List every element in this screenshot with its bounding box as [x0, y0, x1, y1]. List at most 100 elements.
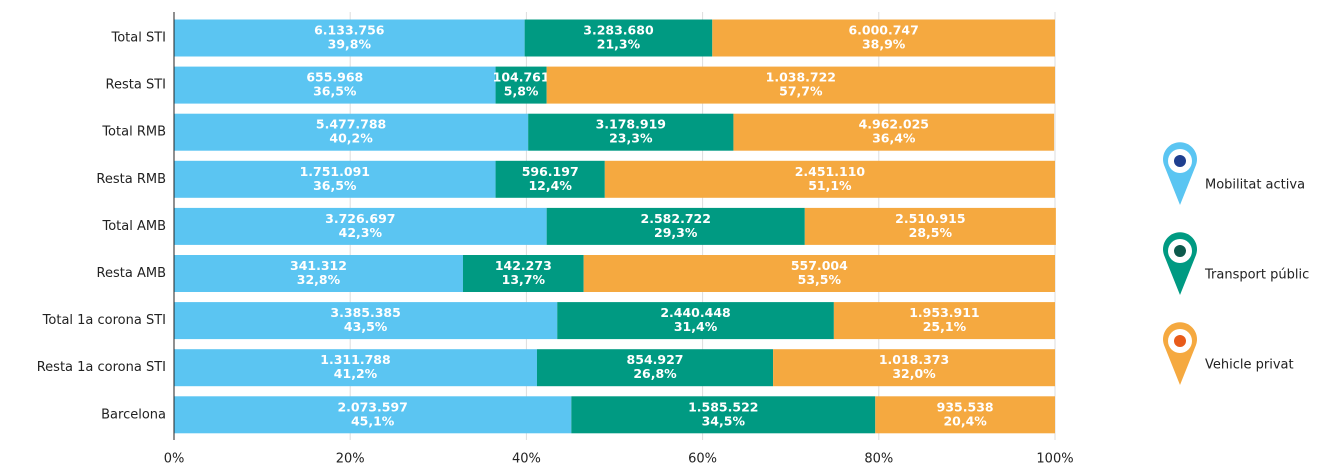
legend-dot: [1174, 245, 1186, 257]
y-tick-label: Resta RMB: [96, 172, 166, 187]
value-label: 23,3%: [609, 131, 653, 146]
count-label: 6.000.747: [848, 23, 918, 38]
count-label: 2.510.915: [895, 211, 965, 226]
bar-segment: [536, 349, 774, 387]
value-label: 20,4%: [943, 413, 987, 428]
count-label: 1.953.911: [909, 305, 979, 320]
value-label: 53,5%: [798, 272, 842, 287]
value-label: 36,5%: [313, 178, 357, 193]
value-label: 28,5%: [909, 225, 953, 240]
x-tick-label: 40%: [512, 452, 541, 466]
x-tick-label: 60%: [688, 452, 717, 466]
bar-segment: [524, 19, 713, 57]
value-label: 21,3%: [597, 37, 641, 52]
legend-label: Vehicle privat: [1205, 358, 1294, 373]
value-label: 25,1%: [923, 319, 967, 334]
value-label: 40,2%: [329, 131, 373, 146]
bar-segment: [174, 113, 529, 151]
legend-label: Mobilitat activa: [1205, 178, 1305, 193]
count-label: 3.726.697: [325, 211, 395, 226]
count-label: 596.197: [522, 164, 579, 179]
bar-segment: [495, 66, 547, 104]
value-label: 34,5%: [702, 413, 746, 428]
count-label: 3.283.680: [583, 23, 654, 38]
count-label: 1.311.788: [320, 352, 390, 367]
value-label: 36,4%: [872, 131, 916, 146]
x-tick-label: 100%: [1036, 452, 1073, 466]
value-label: 26,8%: [633, 366, 677, 381]
value-label: 32,0%: [892, 366, 936, 381]
bar-segment: [571, 396, 876, 434]
value-label: 5,8%: [504, 84, 539, 99]
value-label: 12,4%: [528, 178, 572, 193]
x-tick-label: 80%: [864, 452, 893, 466]
bar-segment: [174, 66, 496, 104]
count-label: 4.962.025: [859, 117, 929, 132]
x-tick-label: 20%: [336, 452, 365, 466]
y-tick-label: Barcelona: [101, 407, 166, 422]
legend-dot: [1174, 155, 1186, 167]
bar-segment: [174, 302, 558, 340]
bar-segment: [583, 255, 1055, 292]
count-label: 557.004: [791, 258, 848, 273]
bar-segment: [875, 396, 1055, 434]
count-label: 2.582.722: [641, 211, 711, 226]
count-label: 6.133.756: [314, 23, 385, 38]
value-label: 32,8%: [297, 272, 341, 287]
y-tick-label: Resta STI: [106, 78, 166, 93]
bar-segment: [462, 255, 584, 292]
y-tick-label: Total 1a corona STI: [42, 313, 166, 328]
bar-segment: [174, 207, 547, 245]
count-label: 1.585.522: [688, 399, 758, 414]
value-label: 36,5%: [313, 84, 357, 99]
y-tick-label: Resta AMB: [97, 266, 166, 281]
y-tick-label: Resta 1a corona STI: [37, 360, 166, 375]
bar-segment: [546, 207, 805, 245]
value-label: 38,9%: [862, 37, 906, 52]
count-label: 2.451.110: [795, 164, 866, 179]
bar-segment: [174, 19, 525, 57]
count-label: 142.273: [495, 258, 552, 273]
count-label: 341.312: [290, 258, 347, 273]
legend-dot: [1174, 335, 1186, 347]
count-label: 104.761: [493, 70, 550, 85]
bar-segment: [174, 349, 537, 387]
bar-segment: [604, 160, 1055, 198]
value-label: 31,4%: [674, 319, 718, 334]
bar-segment: [773, 349, 1055, 387]
y-tick-label: Total AMB: [101, 219, 166, 234]
bar-segment: [733, 113, 1055, 151]
value-label: 13,7%: [502, 272, 546, 287]
x-tick-label: 0%: [164, 452, 185, 466]
value-label: 45,1%: [351, 413, 395, 428]
y-tick-label: Total STI: [110, 31, 166, 46]
count-label: 1.751.091: [300, 164, 370, 179]
value-label: 29,3%: [654, 225, 698, 240]
bar-segment: [174, 160, 496, 198]
count-label: 2.440.448: [660, 305, 730, 320]
bar-segment: [174, 396, 572, 434]
bar-segment: [495, 160, 605, 198]
count-label: 1.038.722: [766, 70, 836, 85]
count-label: 655.968: [306, 70, 363, 85]
count-label: 3.178.919: [596, 117, 666, 132]
value-label: 39,8%: [328, 37, 372, 52]
value-label: 42,3%: [339, 225, 383, 240]
bar-segment: [546, 66, 1055, 104]
count-label: 854.927: [627, 352, 684, 367]
bar-segment: [804, 207, 1056, 245]
value-label: 43,5%: [344, 319, 388, 334]
value-label: 51,1%: [808, 178, 852, 193]
value-label: 57,7%: [779, 84, 823, 99]
bar-segment: [528, 113, 734, 151]
count-label: 1.018.373: [879, 352, 949, 367]
count-label: 3.385.385: [330, 305, 400, 320]
bar-segment: [174, 255, 463, 292]
value-label: 41,2%: [334, 366, 378, 381]
legend-label: Transport públic: [1204, 268, 1309, 283]
bar-segment: [833, 302, 1055, 340]
count-label: 2.073.597: [337, 399, 407, 414]
count-label: 5.477.788: [316, 117, 386, 132]
count-label: 935.538: [937, 399, 994, 414]
